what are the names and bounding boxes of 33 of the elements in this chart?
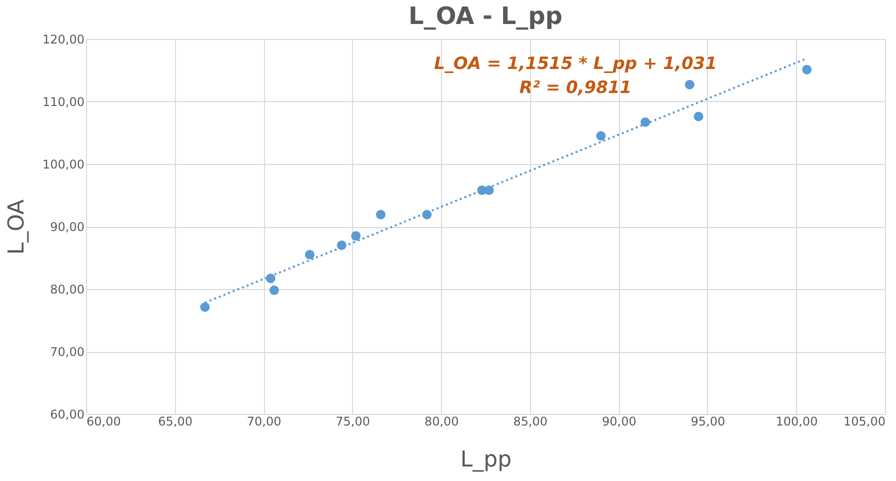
- point: [684, 80, 694, 90]
- point: [351, 231, 361, 241]
- point: [484, 186, 494, 195]
- x-tick-label: 80,00: [424, 414, 459, 428]
- x-tick-label: 90,00: [602, 414, 636, 428]
- point: [694, 112, 704, 122]
- point: [304, 250, 314, 260]
- x-tick-label: 65,00: [158, 414, 192, 428]
- point: [640, 117, 650, 127]
- x-tick-label: 75,00: [336, 414, 370, 428]
- x-tick-label: 100,00: [776, 414, 818, 428]
- point: [200, 302, 210, 312]
- x-axis-title: L_pp: [460, 448, 512, 472]
- point: [269, 286, 279, 295]
- annotation: R² = 0,9811: [519, 78, 632, 98]
- y-tick-label: 80,00: [50, 282, 84, 296]
- y-tick-label: 70,00: [50, 345, 84, 359]
- y-tick-label: 90,00: [50, 220, 84, 234]
- x-tick-label: 105,00: [844, 414, 886, 428]
- point: [802, 64, 812, 74]
- y-axis-title: L_OA: [4, 199, 30, 255]
- y-tick-label: 110,00: [42, 95, 84, 109]
- point: [266, 274, 276, 284]
- x-tick-label: 70,00: [246, 414, 282, 428]
- chart-title: L_OA - L_pp: [408, 2, 562, 30]
- annotation: L_OA = 1,1515 * L_pp + 1,031: [434, 54, 717, 74]
- y-tick-label: 120,00: [42, 32, 84, 46]
- point: [596, 131, 606, 141]
- x-tick-label: 85,00: [513, 414, 548, 428]
- x-tick-label: 95,00: [690, 414, 726, 428]
- y-tick-label: 100,00: [42, 158, 84, 172]
- point: [376, 210, 386, 220]
- x-tick-label: 60,00: [86, 414, 121, 428]
